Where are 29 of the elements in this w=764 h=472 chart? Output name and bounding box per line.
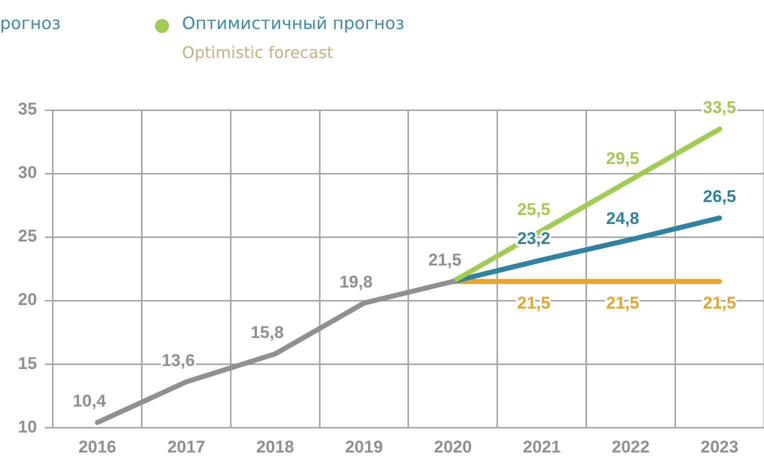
data-label: 21,5	[428, 250, 462, 270]
y-tick-label: 15	[18, 354, 37, 373]
y-tick-label: 20	[18, 290, 37, 310]
data-label: 21,5	[517, 294, 550, 313]
x-tick-label: 2020	[434, 437, 472, 456]
data-label: 25,5	[517, 200, 550, 219]
y-tick-label: 30	[18, 163, 37, 182]
x-tick-label: 2016	[78, 437, 116, 456]
data-label: 24,8	[606, 208, 640, 228]
y-tick-label: 35	[18, 100, 37, 119]
data-label: 26,5	[703, 187, 736, 206]
x-tick-label: 2018	[256, 437, 294, 456]
data-label: 19,8	[339, 272, 373, 292]
y-tick-label: 25	[18, 226, 37, 246]
data-label: 15,8	[250, 323, 284, 342]
data-label: 29,5	[606, 149, 640, 168]
x-tick-label: 2023	[700, 437, 738, 456]
text: рогноз	[0, 14, 61, 34]
text: Optimistic forecast	[182, 43, 334, 62]
data-label: 33,5	[703, 98, 736, 118]
x-tick-label: 2019	[345, 437, 383, 456]
legend-label: Оптимистичный прогноз	[182, 14, 404, 34]
data-label: 10,4	[72, 392, 106, 411]
x-tick-label: 2021	[522, 437, 561, 456]
data-label: 21,5	[703, 294, 736, 313]
data-label: 21,5	[606, 294, 640, 313]
x-tick-label: 2017	[167, 437, 206, 456]
y-tick-label: 10	[18, 417, 37, 436]
x-tick-label: 2022	[612, 437, 650, 456]
